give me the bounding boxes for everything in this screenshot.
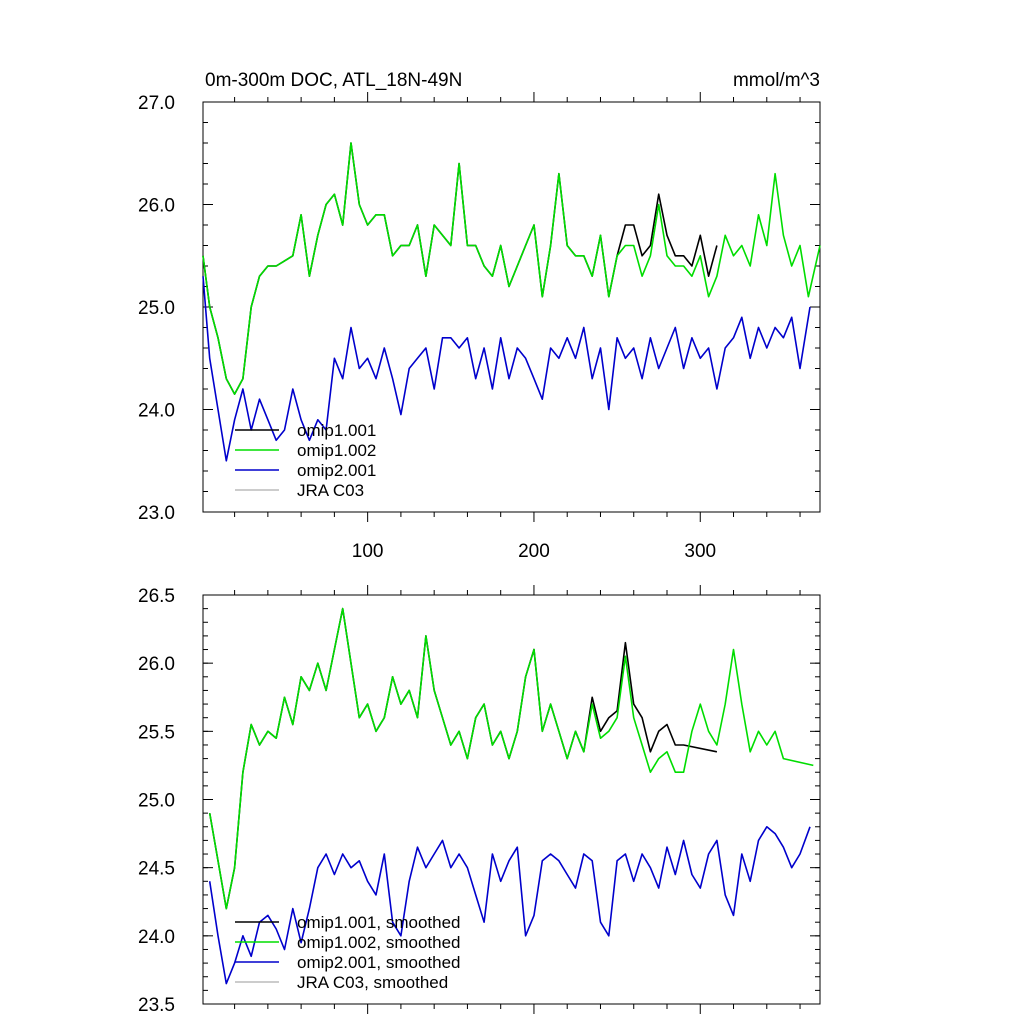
- legend-label: omip2.001, smoothed: [297, 953, 461, 972]
- figure-units: mmol/m^3: [733, 70, 820, 91]
- y-tick-label: 25.0: [138, 298, 175, 319]
- y-tick-label: 27.0: [138, 93, 175, 114]
- legend-label: omip1.001, smoothed: [297, 913, 461, 932]
- x-tick-label: 300: [684, 541, 716, 562]
- bottom-panel: 23.5 24.0 24.5 25.0 25.5 26.0 26.5 omip1.001, s…: [138, 585, 821, 1016]
- legend-label: omip1.002, smoothed: [297, 933, 461, 952]
- y-tick-label: 25.0: [138, 791, 175, 812]
- y-tick-label: 24.5: [138, 859, 175, 880]
- series-line-omip1-002: [202, 142, 821, 395]
- legend-label: JRA C03: [297, 481, 364, 500]
- x-tick-label: 200: [518, 541, 550, 562]
- y-tick-label: 24.0: [138, 927, 175, 948]
- figure-title: 0m-300m DOC, ATL_18N-49N: [205, 70, 462, 91]
- series-line-omip1-001-smoothed: [208, 607, 718, 910]
- x-tick-label: 100: [352, 541, 384, 562]
- y-tick-label: 26.0: [138, 654, 175, 675]
- legend-label: omip1.001: [297, 421, 376, 440]
- legend-label: omip1.002: [297, 441, 376, 460]
- series-line-omip2-001-smoothed: [208, 825, 811, 985]
- y-tick-label: 26.0: [138, 196, 175, 217]
- plot-frame: [202, 594, 821, 1005]
- legend-label: omip2.001: [297, 461, 376, 480]
- legend-label: JRA C03, smoothed: [297, 973, 448, 992]
- series-line-omip1-002-smoothed: [208, 607, 814, 910]
- y-tick-label: 26.5: [138, 586, 175, 607]
- series-line-omip2-001: [202, 276, 811, 462]
- y-tick-label: 25.5: [138, 722, 175, 743]
- plot-frame: [202, 101, 821, 513]
- y-tick-label: 24.0: [138, 401, 175, 422]
- y-tick-label: 23.5: [138, 995, 175, 1016]
- y-tick-label: 23.0: [138, 503, 175, 524]
